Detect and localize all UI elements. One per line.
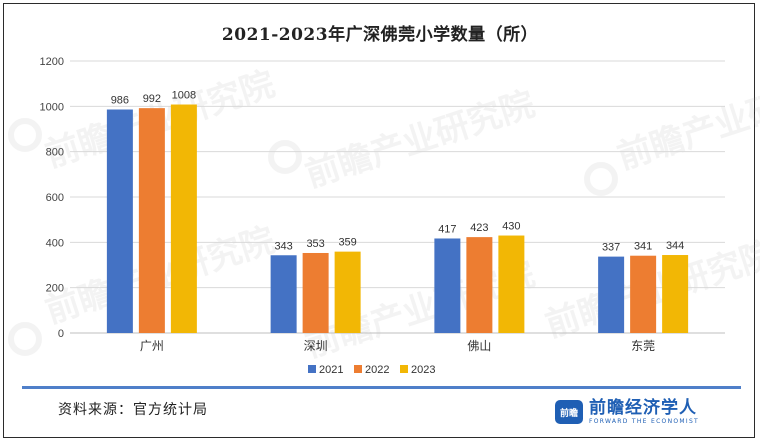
y-tick-label: 800 (46, 147, 64, 159)
bar (630, 255, 657, 333)
legend-swatch (308, 365, 316, 373)
bar (434, 238, 461, 333)
bar (138, 108, 165, 333)
data-label: 992 (143, 93, 161, 105)
legend-swatch (354, 365, 362, 373)
legend-label: 2023 (411, 364, 435, 376)
y-tick-label: 1000 (40, 101, 64, 113)
y-tick-label: 0 (58, 328, 64, 340)
x-tick-label: 广州 (140, 339, 164, 353)
data-label: 337 (602, 242, 620, 254)
data-label: 344 (666, 240, 684, 252)
data-label: 343 (274, 240, 292, 252)
bar (498, 235, 525, 333)
data-label: 986 (111, 95, 129, 107)
y-tick-label: 200 (46, 283, 64, 295)
data-label: 423 (470, 222, 488, 234)
y-tick-label: 600 (46, 192, 64, 204)
legend-label: 2021 (319, 364, 343, 376)
bar (334, 251, 361, 333)
brand-mark-icon: 前瞻 (555, 400, 583, 424)
legend-label: 2022 (365, 364, 389, 376)
brand-name: 前瞻经济学人 (589, 397, 697, 418)
bar (270, 255, 297, 333)
source-note: 资料来源：官方统计局 (58, 402, 208, 418)
data-label: 353 (306, 238, 324, 250)
bar (302, 252, 329, 333)
gridlines (70, 60, 725, 289)
y-tick-label: 400 (46, 237, 64, 249)
x-tick-label: 东莞 (631, 339, 655, 353)
data-label: 359 (338, 237, 356, 249)
data-labels: 986 992 1008 343 353 359 417 423 430 337 341 344 (111, 90, 685, 254)
chart-title: 2021-2023年广深佛莞小学数量（所） (221, 25, 539, 45)
divider-rule (22, 386, 741, 389)
brand-logo: 前瞻 前瞻经济学人 FORWARD THE ECONOMIST (555, 397, 699, 427)
bar (466, 237, 493, 333)
bar (598, 256, 625, 333)
bars (106, 104, 689, 334)
bar (170, 104, 197, 334)
x-axis: 广州 深圳 佛山 东莞 (140, 339, 655, 353)
y-tick-label: 1200 (40, 56, 64, 68)
data-label: 341 (634, 241, 652, 253)
bar (662, 255, 689, 333)
bar (106, 109, 133, 333)
brand-tagline: FORWARD THE ECONOMIST (589, 417, 700, 425)
x-tick-label: 佛山 (467, 339, 491, 353)
data-label: 1008 (172, 90, 196, 102)
brand-text: 前瞻经济学人 FORWARD THE ECONOMIST (589, 397, 700, 425)
data-label: 417 (438, 223, 456, 235)
data-label: 430 (502, 221, 520, 233)
x-tick-label: 深圳 (304, 339, 328, 353)
legend: 2021 2022 2023 (308, 364, 435, 376)
legend-swatch (400, 365, 408, 373)
